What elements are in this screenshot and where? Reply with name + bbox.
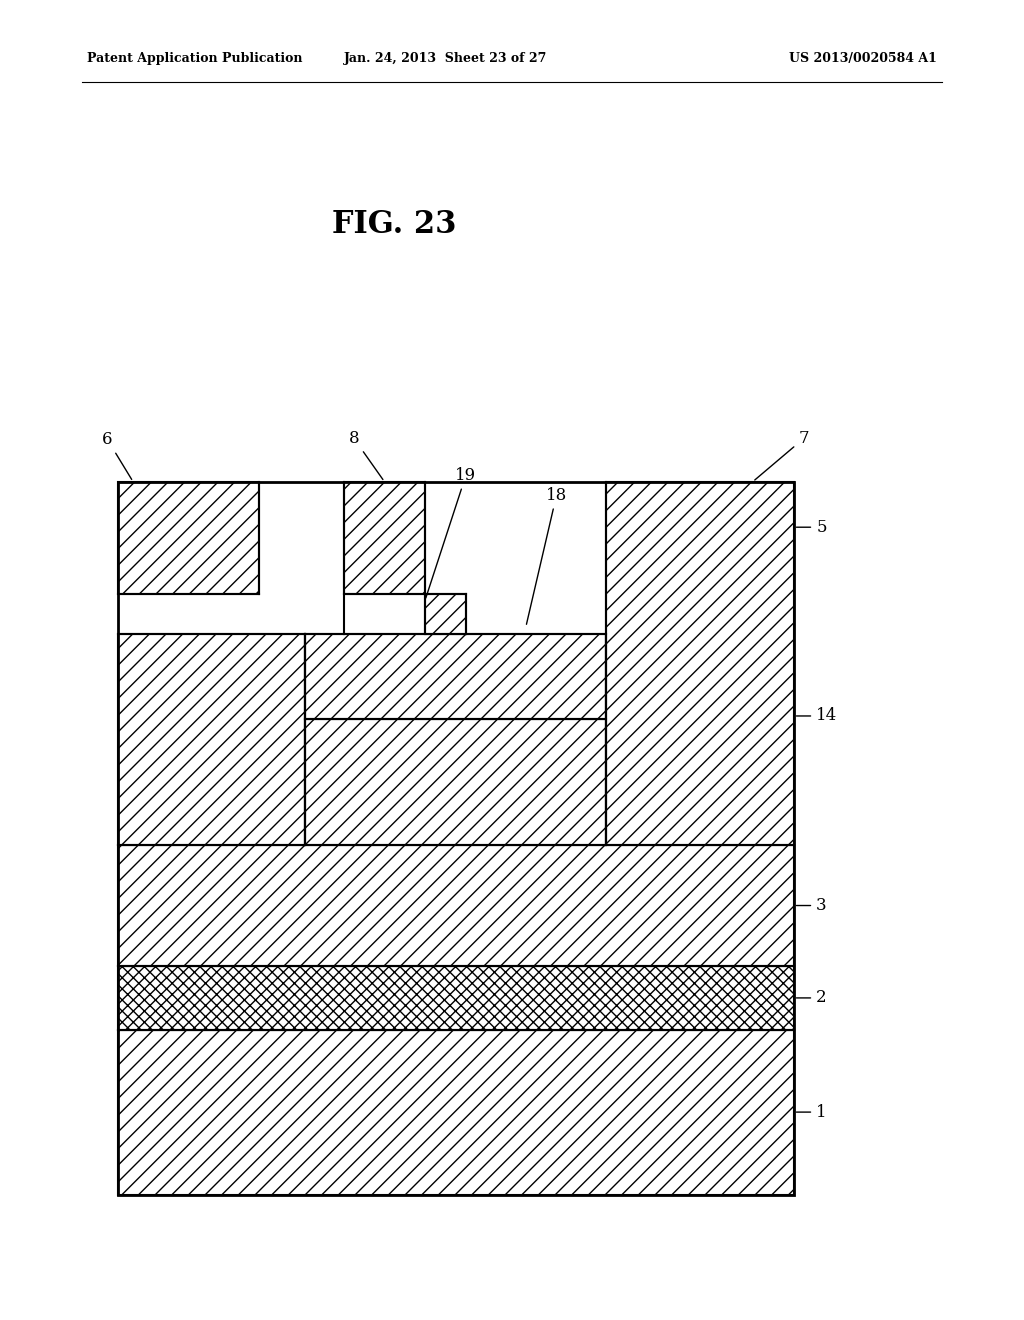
Bar [606, 482, 794, 845]
Text: 1: 1 [797, 1104, 826, 1121]
Text: 2: 2 [797, 990, 826, 1006]
Text: 19: 19 [426, 467, 476, 598]
Text: 7: 7 [755, 430, 809, 480]
Bar [118, 634, 305, 845]
Text: 5: 5 [797, 519, 826, 536]
Text: 18: 18 [526, 487, 567, 624]
Text: 14: 14 [797, 708, 838, 725]
Text: Jan. 24, 2013  Sheet 23 of 27: Jan. 24, 2013 Sheet 23 of 27 [344, 51, 547, 65]
Bar [425, 594, 466, 634]
Text: 3: 3 [797, 898, 826, 913]
Bar [118, 966, 794, 1030]
Text: 6: 6 [102, 432, 132, 479]
Bar [344, 482, 425, 594]
Text: FIG. 23: FIG. 23 [332, 209, 457, 240]
Bar [118, 1030, 794, 1195]
Bar [305, 719, 606, 845]
Bar [118, 482, 794, 1195]
Bar [118, 845, 794, 966]
Text: 8: 8 [348, 430, 383, 479]
Text: US 2013/0020584 A1: US 2013/0020584 A1 [790, 51, 937, 65]
Text: Patent Application Publication: Patent Application Publication [87, 51, 302, 65]
Bar [305, 634, 606, 719]
Bar [118, 482, 259, 594]
